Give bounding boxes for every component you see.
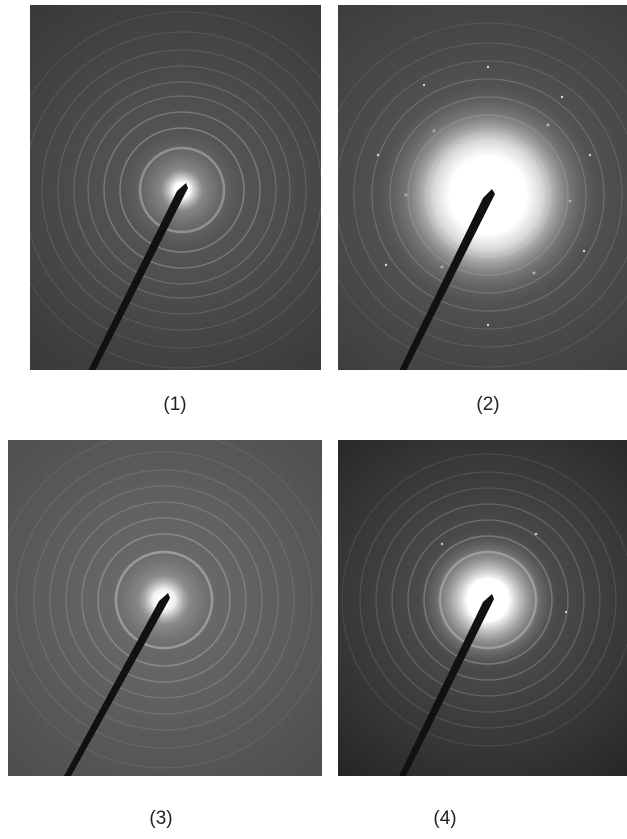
panel-label-1: (1) (163, 394, 187, 415)
panel-label-2: (2) (476, 394, 500, 415)
diffraction-image-2 (338, 5, 627, 370)
diffraction-image-1 (30, 5, 321, 370)
diffraction-image-3 (8, 440, 322, 776)
diffraction-pattern-1 (30, 5, 321, 370)
panel-label-3: (3) (149, 808, 173, 829)
panel-label-4: (4) (433, 808, 457, 829)
diffraction-pattern-4 (338, 440, 627, 776)
diffraction-pattern-2 (338, 5, 627, 370)
diffraction-image-4 (338, 440, 627, 776)
diffraction-pattern-3 (8, 440, 322, 776)
